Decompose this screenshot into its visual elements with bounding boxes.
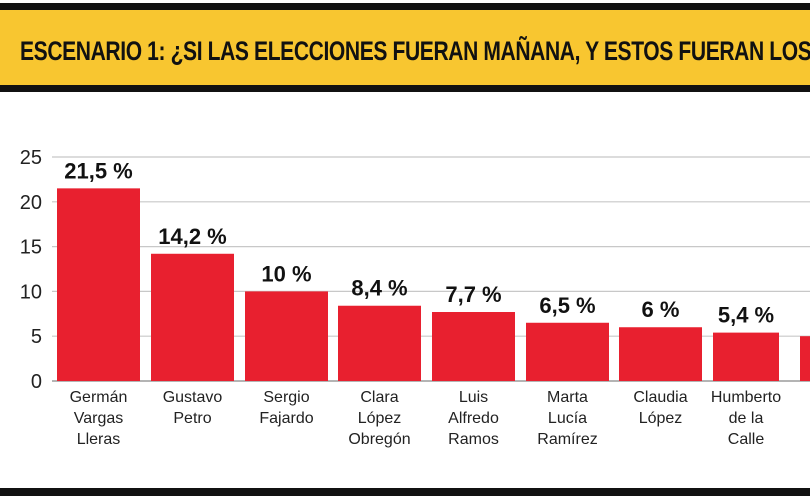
top-border (0, 3, 810, 10)
bottom-border (0, 488, 810, 496)
bar (526, 322, 609, 381)
data-label: 14,2 % (158, 224, 227, 249)
bar (245, 291, 328, 381)
bar (338, 305, 421, 381)
bar (619, 327, 702, 381)
category-label: Sergio (263, 389, 309, 406)
category-label: Marta (547, 389, 588, 406)
category-label: Lucía (548, 410, 587, 427)
bar (713, 332, 779, 381)
y-tick-label: 25 (20, 147, 42, 169)
category-label: Germán (70, 389, 128, 406)
y-tick-label: 15 (20, 237, 42, 259)
category-label: Ramos (448, 431, 499, 448)
category-label: Claudia (633, 389, 687, 406)
category-label: de la (729, 410, 764, 427)
bar (432, 312, 515, 381)
data-label: 6 % (642, 297, 680, 322)
y-tick-label: 5 (31, 326, 42, 348)
bar (800, 336, 810, 381)
category-label: Vargas (74, 410, 124, 427)
data-label: 7,7 % (445, 282, 501, 307)
category-label: López (358, 410, 402, 427)
data-label: 5,4 % (718, 303, 774, 328)
category-label: Alfredo (448, 410, 499, 427)
category-label: Lleras (77, 431, 121, 448)
category-label: Clara (360, 389, 398, 406)
category-label: Ramírez (537, 431, 597, 448)
data-label: 21,5 % (64, 158, 133, 183)
category-label: López (639, 410, 683, 427)
category-label: Luis (459, 389, 488, 406)
chart-title: ESCENARIO 1: ¿SI LAS ELECCIONES FUERAN M… (20, 36, 810, 66)
category-label: Fajardo (259, 410, 313, 427)
category-label: Petro (173, 410, 211, 427)
category-label: Calle (728, 431, 765, 448)
bar (57, 188, 140, 381)
category-label: Obregón (348, 431, 410, 448)
title-banner: ESCENARIO 1: ¿SI LAS ELECCIONES FUERAN M… (0, 10, 810, 85)
category-label: Gustavo (163, 389, 223, 406)
data-label: 10 % (261, 261, 311, 286)
category-label: Humberto (711, 389, 781, 406)
y-tick-label: 0 (31, 371, 42, 393)
data-label: 6,5 % (539, 293, 595, 318)
y-tick-label: 20 (20, 192, 42, 214)
bar (151, 253, 234, 381)
data-label: 8,4 % (351, 276, 407, 301)
banner-border (0, 85, 810, 92)
y-tick-label: 10 (20, 281, 42, 303)
